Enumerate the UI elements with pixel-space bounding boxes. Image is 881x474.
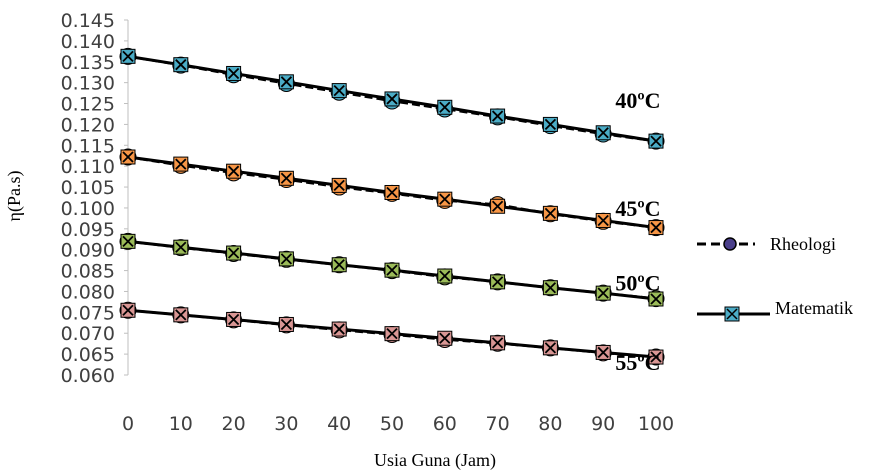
matematik-point-cross xyxy=(227,67,240,80)
legend-x-marker xyxy=(726,308,738,320)
temperature-label: 45ºC xyxy=(615,196,660,221)
series-group-3 xyxy=(119,301,665,366)
matematik-point-cross xyxy=(122,304,134,316)
y-axis-ticks: 0.0600.0650.0700.0750.0800.0850.0900.095… xyxy=(61,10,128,387)
matematik-point-cross xyxy=(386,186,398,199)
y-tick-label: 0.135 xyxy=(61,52,115,74)
matematik-point-cross xyxy=(544,282,557,294)
matematik-point-cross xyxy=(280,76,293,88)
y-tick-label: 0.100 xyxy=(61,198,115,220)
x-tick-label: 0 xyxy=(122,413,134,435)
y-tick-label: 0.095 xyxy=(61,219,115,241)
x-tick-label: 20 xyxy=(222,413,246,435)
matematik-point-cross xyxy=(227,165,240,177)
matematik-point-cross xyxy=(122,235,134,247)
matematik-point-cross xyxy=(544,342,557,354)
matematik-point-cross xyxy=(544,118,557,131)
series-group-1 xyxy=(119,148,665,237)
matematik-point-cross xyxy=(333,84,345,97)
matematik-point-cross xyxy=(650,221,662,234)
matematik-point-cross xyxy=(544,207,557,220)
temperature-label: 50ºC xyxy=(615,270,660,295)
legend-label-rheologi: Rheologi xyxy=(770,234,836,254)
matematik-point-cross xyxy=(280,253,293,265)
y-tick-label: 0.080 xyxy=(61,281,115,303)
legend: Rheologi Matematik xyxy=(697,234,853,322)
x-tick-label: 60 xyxy=(433,413,457,435)
series-group-2 xyxy=(119,232,665,308)
legend-label-matematik: Matematik xyxy=(775,298,853,318)
series-group-0 xyxy=(119,47,665,150)
legend-item-matematik: Matematik xyxy=(697,298,853,322)
matematik-point-cross xyxy=(227,247,240,259)
x-tick-label: 90 xyxy=(591,413,615,435)
y-tick-label: 0.120 xyxy=(61,114,115,136)
matematik-point-cross xyxy=(386,93,398,105)
y-tick-label: 0.130 xyxy=(61,73,115,95)
matematik-point-cross xyxy=(386,328,398,340)
y-tick-label: 0.110 xyxy=(61,156,115,178)
matematik-point-cross xyxy=(439,193,451,205)
y-tick-label: 0.070 xyxy=(61,323,115,345)
matematik-point-cross xyxy=(333,259,345,271)
matematik-point-cross xyxy=(439,270,451,282)
x-tick-label: 80 xyxy=(538,413,562,435)
matematik-point-cross xyxy=(122,50,134,62)
y-tick-label: 0.125 xyxy=(61,94,115,116)
y-tick-label: 0.140 xyxy=(61,31,115,53)
matematik-point-cross xyxy=(597,346,609,359)
x-axis-title: Usia Guna (Jam) xyxy=(374,450,496,471)
series-layer xyxy=(119,47,665,366)
x-axis-ticks: 0 10 20 30 40 50 60 70 80 90 100 xyxy=(122,413,674,435)
x-tick-label: 100 xyxy=(638,413,674,435)
matematik-point-cross xyxy=(386,264,398,276)
y-tick-label: 0.115 xyxy=(61,135,115,157)
y-tick-label: 0.065 xyxy=(61,344,115,366)
x-tick-label: 70 xyxy=(486,413,510,435)
matematik-point-cross xyxy=(491,200,504,212)
matematik-point-cross xyxy=(122,151,134,163)
matematik-point-cross xyxy=(597,287,609,299)
y-tick-label: 0.075 xyxy=(61,302,115,324)
matematik-point-cross xyxy=(175,158,187,170)
y-tick-label: 0.085 xyxy=(61,261,115,283)
matematik-point-cross xyxy=(333,323,345,335)
matematik-point-cross xyxy=(491,110,504,122)
y-tick-label: 0.105 xyxy=(61,177,115,199)
matematik-point-cross xyxy=(227,313,240,326)
matematik-point-cross xyxy=(280,172,293,184)
matematik-point-cross xyxy=(280,318,293,331)
y-axis-title: η(Pa.s) xyxy=(4,171,25,222)
matematik-point-cross xyxy=(491,337,504,349)
matematik-point-cross xyxy=(650,293,662,305)
temperature-label: 55ºC xyxy=(615,350,660,375)
matematik-point-cross xyxy=(650,135,662,147)
matematik-point-cross xyxy=(439,332,451,344)
x-tick-label: 10 xyxy=(169,413,193,435)
temperature-label: 40ºC xyxy=(615,88,660,113)
matematik-point-cross xyxy=(175,59,187,71)
legend-circle-marker xyxy=(723,237,737,251)
legend-item-rheologi: Rheologi xyxy=(697,234,836,254)
matematik-point-cross xyxy=(597,127,609,139)
matematik-point-cross xyxy=(439,101,451,113)
matematik-point-cross xyxy=(333,179,345,192)
matematik-point-cross xyxy=(491,276,504,288)
matematik-point-cross xyxy=(650,351,662,363)
x-tick-label: 40 xyxy=(327,413,351,435)
y-tick-label: 0.090 xyxy=(61,240,115,262)
y-tick-label: 0.060 xyxy=(61,365,115,387)
y-tick-label: 0.145 xyxy=(61,10,115,32)
x-tick-label: 30 xyxy=(274,413,298,435)
matematik-point-cross xyxy=(175,309,187,321)
matematik-point-cross xyxy=(175,241,187,253)
x-tick-label: 50 xyxy=(380,413,404,435)
matematik-point-cross xyxy=(597,214,609,227)
temperature-labels: 40ºC 45ºC 50ºC 55ºC xyxy=(615,88,660,375)
